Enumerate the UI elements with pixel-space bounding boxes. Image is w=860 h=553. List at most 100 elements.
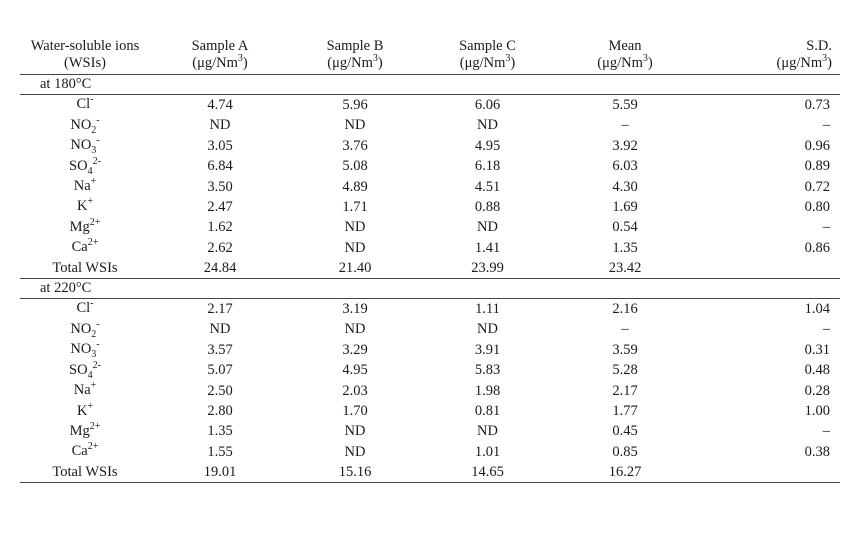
header-sample-c: Sample C (μg/Nm3) (420, 38, 555, 75)
sample-a-value: 5.07 (207, 362, 233, 379)
sd-value: – (822, 219, 830, 236)
ion-charge: - (96, 135, 100, 147)
sample-b-value: ND (344, 239, 366, 256)
sample-a-value: 6.84 (207, 158, 233, 175)
sd-value: 0.89 (804, 158, 830, 175)
ion-charge: 2+ (87, 441, 99, 453)
ion-charge: - (96, 339, 100, 351)
header-mean-unit: (μg/Nm3) (597, 53, 653, 71)
sample-b-value: ND (344, 219, 366, 236)
sample-a-value: 1.55 (207, 443, 233, 460)
table-row: Mg2+ 1.35 ND ND 0.45 – (20, 420, 840, 442)
sample-a-value: ND (209, 117, 231, 134)
section-label: at 180°C (20, 73, 840, 96)
sd-value: 0.48 (804, 362, 830, 379)
mean-value: 3.59 (612, 341, 638, 358)
sd-value: 1.04 (804, 300, 830, 317)
ion-symbol: Na (73, 382, 91, 399)
sample-b-value: 1.70 (342, 403, 368, 419)
ion-charge: + (87, 196, 94, 208)
sample-a-value: 2.17 (207, 300, 233, 317)
ion-symbol: Mg (69, 422, 90, 439)
ion-symbol: Na (73, 178, 91, 195)
mean-value: 1.69 (612, 198, 638, 215)
sd-value: 0.31 (804, 341, 830, 358)
total-sample-a: 19.01 (150, 462, 290, 484)
table-row: K+ 2.47 1.71 0.88 1.69 0.80 (20, 196, 840, 217)
ion-charge: - (90, 298, 94, 310)
ion-subscript: 4 (87, 165, 93, 177)
sample-a-value: 3.50 (207, 178, 233, 195)
ion-charge: 2+ (87, 237, 99, 249)
sd-value: 1.00 (804, 403, 830, 419)
ion-cell: Cl- (20, 298, 150, 320)
header-sample-c-line1: Sample C (459, 38, 516, 54)
ion-charge: 2+ (89, 420, 101, 432)
table-row: NO3- 3.05 3.76 4.95 3.92 0.96 (20, 135, 840, 157)
table-body: at 180°C Cl- 4.74 5.96 6.06 5.59 0.73 NO2- ND ND N… (20, 73, 840, 484)
ion-symbol: K (76, 402, 88, 419)
header-sample-b-line1: Sample B (326, 38, 384, 54)
total-sample-c: 14.65 (420, 462, 555, 484)
sample-a-value: 2.47 (207, 198, 233, 215)
sample-a-value: 3.05 (207, 137, 233, 154)
table-row: Na+ 3.50 4.89 4.51 4.30 0.72 (20, 176, 840, 197)
table-row: Mg2+ 1.62 ND ND 0.54 – (20, 217, 840, 238)
ion-charge: + (87, 400, 94, 412)
sample-c-value: 4.95 (474, 137, 501, 154)
ion-symbol: SO (69, 361, 88, 378)
mean-value: – (621, 321, 629, 338)
sample-c-value: 4.51 (474, 178, 501, 195)
ion-cell: Cl- (20, 94, 150, 116)
mean-value: 4.30 (612, 178, 638, 195)
header-sample-b-unit: (μg/Nm3) (327, 53, 383, 71)
mean-value: 0.45 (612, 423, 638, 440)
sample-b-value: 4.95 (342, 362, 368, 379)
sd-value: 0.73 (804, 96, 830, 113)
section-row: at 220°C (20, 278, 840, 300)
table-row: Cl- 2.17 3.19 1.11 2.16 1.04 (20, 298, 840, 320)
mean-value: 3.92 (612, 137, 638, 154)
sample-c-value: 6.06 (474, 96, 501, 113)
sample-c-value: 1.41 (474, 239, 501, 256)
section-row: at 180°C (20, 73, 840, 96)
sample-b-value: 5.08 (342, 158, 368, 175)
ion-symbol: Ca (71, 443, 88, 460)
sample-b-value: 3.29 (342, 341, 368, 358)
ion-subscript: 2 (91, 124, 97, 136)
sample-c-value: 3.91 (474, 341, 501, 358)
ion-symbol: SO (69, 157, 88, 174)
sample-c-value: 1.11 (475, 300, 500, 317)
sample-c-value: 6.18 (474, 158, 501, 175)
mean-value: 6.03 (612, 158, 638, 175)
mean-value: 5.28 (612, 362, 638, 379)
sd-value: – (822, 423, 830, 440)
ion-subscript: 3 (91, 145, 97, 157)
ion-cell: NO2- (20, 319, 150, 340)
sample-b-value: ND (344, 117, 366, 134)
sample-a-value: ND (209, 321, 231, 338)
sample-c-value: 1.01 (474, 443, 501, 460)
total-sample-a: 24.84 (203, 259, 237, 276)
sample-b-value: 5.96 (342, 96, 368, 113)
sample-c-value: 1.98 (474, 382, 501, 399)
header-sample-a: Sample A (μg/Nm3) (150, 38, 290, 75)
ion-cell: K+ (20, 196, 150, 217)
header-row: Water-soluble ions (WSIs) Sample A (μg/N… (20, 38, 840, 75)
ion-cell: Ca2+ (20, 237, 150, 258)
sd-value: 0.86 (804, 239, 830, 256)
header-sd: S.D. (μg/Nm3) (695, 38, 840, 75)
sample-a-value: 3.57 (207, 341, 233, 358)
mean-value: 1.77 (612, 403, 638, 419)
sample-b-value: 4.89 (342, 178, 368, 195)
sample-b-value: ND (344, 423, 366, 440)
sample-c-value: 5.83 (474, 362, 501, 379)
ion-cell: NO3- (20, 135, 150, 157)
ion-symbol: Ca (71, 239, 88, 256)
wsi-table: Water-soluble ions (WSIs) Sample A (μg/N… (20, 38, 840, 484)
sample-a-value: 1.35 (207, 423, 233, 440)
table-row: SO42- 5.07 4.95 5.83 5.28 0.48 (20, 360, 840, 381)
sample-a-value: 1.62 (207, 219, 233, 236)
header-sample-c-unit: (μg/Nm3) (459, 53, 516, 71)
